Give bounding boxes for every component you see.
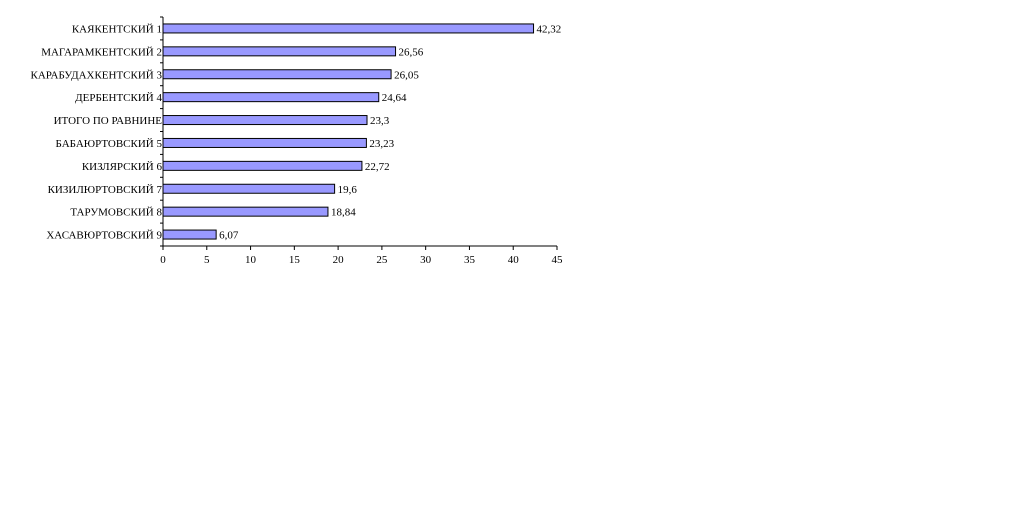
value-label: 6,07 <box>219 230 239 242</box>
category-label: ДЕРБЕНТСКИЙ 4 <box>75 92 162 104</box>
value-label: 23,3 <box>370 115 390 127</box>
value-label: 24,64 <box>382 92 407 104</box>
category-label: КАЯКЕНТСКИЙ 1 <box>72 23 162 35</box>
category-labels: КАЯКЕНТСКИЙ 1 МАГАРАМКЕНТСКИЙ 2 КАРАБУДАХК… <box>31 23 163 241</box>
bar <box>162 46 397 57</box>
x-tick-label: 5 <box>204 254 210 266</box>
bar <box>162 160 363 171</box>
category-label: КАРАБУДАХКЕНТСКИЙ 3 <box>31 69 163 81</box>
value-labels: 42,32 26,56 26,05 24,64 23,3 23,23 22,72 19,6 18… <box>219 23 561 241</box>
category-label: БАБАЮРТОВСКИЙ 5 <box>56 138 163 150</box>
x-tick-label: 20 <box>333 254 345 266</box>
x-tick-label: 15 <box>289 254 301 266</box>
bar <box>162 229 217 240</box>
axes <box>160 16 558 250</box>
x-tick-label: 30 <box>420 254 432 266</box>
x-tick-label: 45 <box>552 254 564 266</box>
value-label: 18,84 <box>331 207 356 219</box>
category-label: МАГАРАМКЕНТСКИЙ 2 <box>41 46 162 58</box>
bar <box>162 23 535 34</box>
category-label: КИЗИЛЮРТОВСКИЙ 7 <box>48 184 163 196</box>
bar <box>162 206 329 217</box>
bar <box>162 183 336 194</box>
x-tick-label: 35 <box>464 254 476 266</box>
category-label: КИЗЛЯРСКИЙ 6 <box>82 161 163 173</box>
x-tick-labels: 0 5 10 15 20 25 30 35 40 45 <box>160 254 563 266</box>
value-label: 26,56 <box>399 46 424 58</box>
bar <box>162 115 368 126</box>
value-label: 23,23 <box>369 138 394 150</box>
bar <box>162 137 367 148</box>
bars <box>162 23 535 240</box>
value-label: 22,72 <box>365 161 390 173</box>
x-tick-label: 25 <box>376 254 388 266</box>
x-tick-label: 10 <box>245 254 257 266</box>
value-label: 19,6 <box>338 184 358 196</box>
value-label: 26,05 <box>394 69 419 81</box>
value-label: 42,32 <box>537 23 562 35</box>
bar <box>162 92 380 103</box>
x-tick-label: 0 <box>160 254 166 266</box>
category-label: ИТОГО ПО РАВНИНЕ <box>54 115 163 127</box>
category-label: ХАСАВЮРТОВСКИЙ 9 <box>46 230 162 242</box>
bar <box>162 69 392 80</box>
x-tick-label: 40 <box>508 254 520 266</box>
category-label: ТАРУМОВСКИЙ 8 <box>70 207 162 219</box>
